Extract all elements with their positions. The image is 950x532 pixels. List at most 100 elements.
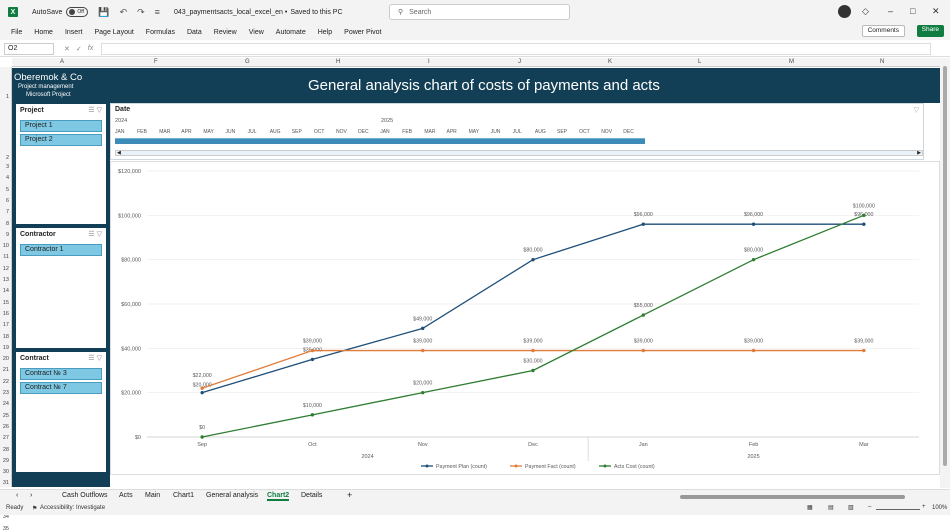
undo-icon[interactable]: ↶ [119,6,128,17]
vertical-scrollbar[interactable] [940,58,950,488]
tab-acts[interactable]: Acts [119,492,133,499]
restore-icon[interactable]: □ [910,6,916,16]
comments-button[interactable]: Comments [861,25,905,37]
timeline-month[interactable]: JUL [512,129,522,135]
clear-filter-icon[interactable]: ▽ [96,355,102,362]
timeline-month[interactable]: FEB [137,129,147,135]
slicer-item-project-2[interactable]: Project 2 [20,134,102,146]
row-header[interactable]: 31 [2,480,9,487]
save-icon[interactable]: 💾 [98,6,110,17]
row-header[interactable]: 28 [2,446,9,453]
tab-review[interactable]: Review [213,28,237,36]
cancel-icon[interactable]: ✕ [64,45,70,53]
column-header[interactable]: F [154,59,158,65]
timeline-month[interactable]: AUG [534,129,546,135]
tab-insert[interactable]: Insert [64,28,83,36]
zoom-slider[interactable] [876,509,920,510]
row-header[interactable]: 25 [2,412,9,419]
tab-home[interactable]: Home [34,28,53,36]
tab-cash-outflows[interactable]: Cash Outflows [62,492,108,499]
timeline-month[interactable]: JAN [380,129,390,135]
row-header[interactable]: 7 [5,209,9,216]
timeline-month[interactable]: OCT [579,129,590,135]
tab-main[interactable]: Main [145,492,161,499]
row-header[interactable]: 18 [2,333,9,340]
multi-select-icon[interactable]: ☰ [88,231,95,238]
add-sheet-icon[interactable]: + [347,490,353,500]
tab-view[interactable]: View [248,28,264,36]
timeline-month[interactable]: JUN [225,129,236,135]
redo-icon[interactable]: ↷ [137,6,145,17]
row-header[interactable]: 34 [2,514,9,521]
column-header[interactable]: A [60,59,65,65]
clear-filter-icon[interactable]: ▽ [96,231,102,238]
diamond-icon[interactable]: ◇ [862,6,869,16]
row-header[interactable]: 13 [2,277,9,283]
name-box[interactable]: O2 [4,42,54,55]
timeline-month[interactable]: NOV [336,129,347,135]
row-header[interactable]: 11 [3,254,9,261]
row-header[interactable]: 9 [5,231,9,238]
row-header[interactable]: 21 [2,367,9,374]
tab-chart2[interactable]: Chart2 [267,492,290,501]
row-header[interactable]: 30 [2,469,9,476]
row-header[interactable]: 2 [5,155,9,161]
search-box[interactable]: ⚲ Search [389,4,570,20]
zoom-in-icon[interactable]: + [922,504,926,510]
tab-page-layout[interactable]: Page Layout [94,28,134,36]
timeline-month[interactable]: DEC [623,129,634,135]
slicer-item-project-1[interactable]: Project 1 [20,120,102,132]
timeline-month[interactable]: AUG [269,129,281,135]
customize-icon[interactable]: ≡ [154,7,160,17]
row-header[interactable]: 8 [5,220,9,227]
chart-area[interactable]: $0 $20,000 $40,000 $60,000 $80,000 $100,000 $1… [110,161,940,475]
minimize-icon[interactable]: – [888,6,894,16]
column-header[interactable]: I [428,59,430,65]
share-button[interactable]: Share [916,25,944,37]
timeline-month[interactable]: OCT [313,129,325,135]
row-header[interactable]: 4 [5,175,9,182]
tab-formulas[interactable]: Formulas [145,28,175,36]
scroll-right-icon[interactable]: ▶ [917,150,921,156]
next-sheet-icon[interactable]: › [30,492,33,499]
slicer-item-contract-3[interactable]: Contract № 3 [20,368,102,380]
tab-file[interactable]: File [11,28,23,36]
row-header[interactable]: 22 [2,378,9,385]
column-header[interactable]: G [245,59,250,65]
timeline-selection[interactable] [115,138,645,144]
page-layout-icon[interactable]: ▤ [828,505,834,511]
row-header[interactable]: 14 [2,288,9,295]
timeline-month[interactable]: MAY [468,129,480,135]
row-header[interactable]: 29 [2,457,9,464]
row-header[interactable]: 24 [2,401,9,408]
row-header[interactable]: 23 [2,390,9,396]
row-header[interactable]: 12 [2,265,9,272]
column-header[interactable]: N [880,59,885,65]
formula-input[interactable] [101,42,932,55]
tab-chart1[interactable]: Chart1 [173,492,195,499]
tab-data[interactable]: Data [186,28,202,36]
column-header[interactable]: L [698,59,702,65]
avatar[interactable] [838,5,851,18]
zoom-level[interactable]: 100% [932,505,948,511]
tab-automate[interactable]: Automate [275,28,306,36]
row-header[interactable]: 35 [2,525,9,532]
row-header[interactable]: 15 [2,299,9,306]
close-icon[interactable]: ✕ [932,6,940,16]
row-header[interactable]: 3 [5,164,9,170]
tab-details[interactable]: Details [301,492,323,499]
timeline-month[interactable]: NOV [601,129,613,135]
tab-general-analysis[interactable]: General analysis [206,492,259,499]
column-header[interactable]: K [608,59,613,65]
tab-power-pivot[interactable]: Power Pivot [344,28,382,36]
clear-filter-icon[interactable]: ▽ [913,107,919,114]
normal-view-icon[interactable]: ▦ [807,505,813,511]
timeline-month[interactable]: MAR [159,129,171,135]
scroll-left-icon[interactable]: ◀ [117,150,121,156]
multi-select-icon[interactable]: ☰ [88,107,95,114]
enter-icon[interactable]: ✓ [75,45,82,53]
timeline-month[interactable]: MAY [203,129,214,135]
multi-select-icon[interactable]: ☰ [88,355,95,362]
row-header[interactable]: 27 [2,435,9,442]
timeline-month[interactable]: MAR [424,129,436,135]
